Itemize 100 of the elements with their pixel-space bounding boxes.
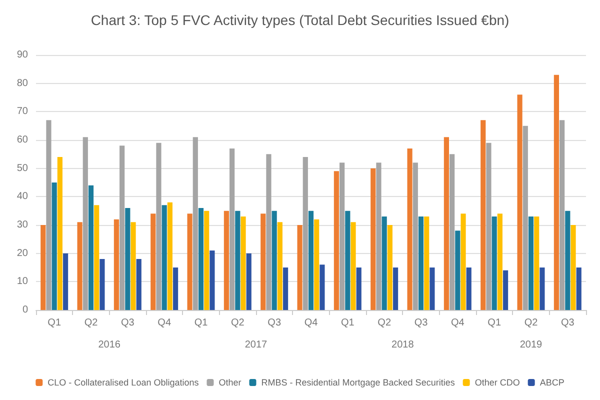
bar: [350, 222, 356, 310]
bar: [297, 225, 302, 310]
bar: [382, 216, 387, 310]
y-tick-label: 10: [16, 276, 28, 288]
bar: [120, 146, 125, 310]
bar: [240, 216, 246, 310]
y-tick-label: 20: [16, 248, 28, 259]
bar: [192, 137, 198, 310]
x-tick-label: Q2: [230, 318, 245, 328]
bar: [334, 171, 340, 310]
legend-label: Other CDO: [474, 378, 520, 388]
x-tick-label: Q4: [304, 318, 318, 328]
bar: [570, 225, 576, 310]
bar: [466, 268, 472, 310]
bar: [52, 182, 57, 310]
x-tick-label: Q1: [194, 318, 208, 328]
bar: [282, 268, 288, 310]
bar: [460, 214, 466, 310]
text: 2016: [98, 340, 121, 350]
chart-title: Chart 3: Top 5 FVC Activity types (Total Debt Securities Issued €bn): [90, 12, 510, 28]
bar: [88, 185, 94, 310]
bar: [57, 157, 62, 310]
bar: [480, 120, 486, 310]
bar: [412, 162, 418, 310]
bar: [370, 168, 376, 310]
bar: [356, 268, 362, 310]
y-tick-label: 60: [16, 134, 28, 146]
bar: [486, 142, 492, 310]
text: 2017: [244, 340, 268, 350]
legend-label: Other: [218, 378, 242, 388]
bar: [302, 157, 308, 310]
legend-label: CLO - Collateralised Loan Obligations: [48, 378, 200, 388]
x-tick-label: Q2: [378, 318, 392, 328]
x-tick-label: Q1: [48, 318, 62, 328]
x-tick-label: Q4: [158, 318, 172, 328]
y-tick-label: 80: [16, 78, 28, 89]
bar: [198, 208, 204, 310]
bar: [130, 222, 136, 310]
x-tick-label: Q2: [524, 318, 538, 328]
bar: [497, 214, 502, 310]
legend-label: ABCP: [540, 378, 564, 388]
bar: [272, 210, 277, 310]
bar: [554, 74, 560, 310]
bar: [277, 222, 282, 310]
x-tick-label: Q1: [340, 318, 355, 328]
bar: [204, 210, 210, 310]
y-tick-label: 70: [16, 106, 28, 118]
y-tick-label: 40: [16, 191, 28, 202]
bar: [230, 148, 235, 310]
y-tick-label: 0: [22, 304, 28, 316]
bar: [224, 210, 230, 310]
bar: [340, 162, 345, 310]
bar: [492, 216, 497, 310]
x-tick-label: Q3: [120, 318, 135, 328]
bar: [308, 210, 314, 310]
bar: [82, 137, 88, 310]
bar: [114, 219, 120, 310]
bar: [320, 264, 325, 310]
bar: [100, 259, 105, 310]
bar: [77, 222, 82, 310]
x-tick-label: Q3: [414, 318, 428, 328]
bar: [418, 216, 424, 310]
bar: [187, 214, 192, 310]
y-tick-label: 50: [16, 162, 28, 174]
bar: [345, 210, 350, 310]
bar: [94, 205, 100, 310]
bar: [455, 230, 460, 310]
bar: [540, 268, 545, 310]
bar: [424, 216, 430, 310]
x-tick-label: Q4: [450, 318, 465, 328]
bar: [167, 202, 172, 310]
bar: [576, 268, 582, 310]
bar: [560, 120, 565, 310]
bar: [136, 259, 142, 310]
bar: [528, 216, 534, 310]
bar: [502, 270, 508, 310]
x-tick-label: Q2: [84, 318, 98, 328]
bar: [450, 154, 455, 310]
bar: [156, 142, 162, 310]
bar: [534, 216, 540, 310]
bar: [266, 154, 272, 310]
bar: [210, 250, 215, 310]
bar: [387, 225, 392, 310]
bar: [392, 268, 398, 310]
y-tick-label: 90: [16, 50, 28, 60]
bar: [314, 219, 320, 310]
bar: [444, 137, 450, 310]
bar: [40, 225, 46, 310]
text: 2018: [392, 340, 414, 350]
bar: [517, 94, 522, 310]
y-tick-label: 30: [16, 220, 28, 230]
bar: [150, 214, 156, 310]
x-tick-label: Q3: [268, 318, 282, 328]
legend-label: RMBS - Residential Mortgage Backed Securities: [261, 378, 456, 388]
bar: [260, 214, 266, 310]
x-tick-label: Q3: [560, 318, 575, 328]
bar: [46, 120, 52, 310]
text: 2019: [520, 340, 543, 350]
bar: [125, 208, 130, 310]
bar: [62, 253, 68, 310]
